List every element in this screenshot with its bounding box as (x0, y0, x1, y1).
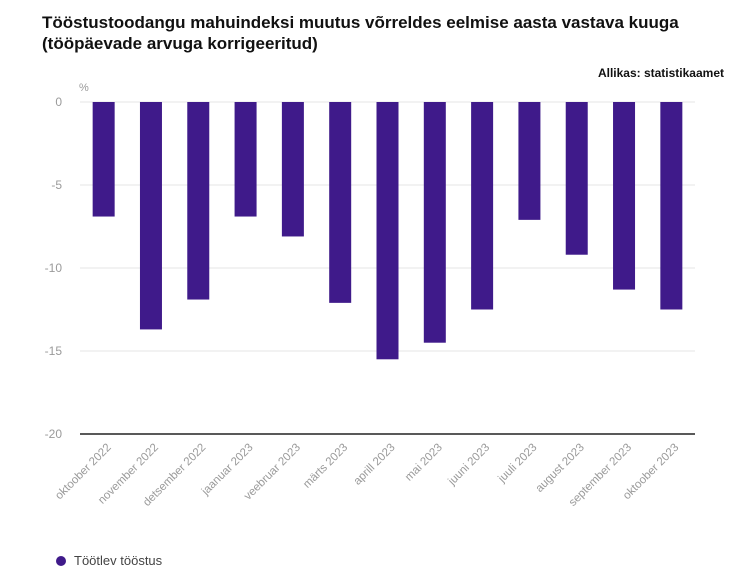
x-tick-label: märts 2023 (301, 442, 350, 491)
x-tick-label: juuni 2023 (446, 442, 493, 489)
bar (423, 102, 446, 343)
bar (471, 102, 494, 310)
chart-title: Tööstustoodangu mahuindeksi muutus võrre… (42, 13, 679, 53)
bar (139, 102, 162, 330)
legend: Töötlev tööstus (56, 553, 162, 568)
legend-label: Töötlev tööstus (74, 553, 163, 568)
x-tick-label: juuli 2023 (496, 442, 540, 486)
legend-swatch (56, 555, 66, 566)
bar (660, 102, 683, 310)
bar (92, 102, 115, 217)
bar (281, 102, 304, 237)
x-tick-label: aprill 2023 (352, 442, 398, 488)
y-tick-label: 0 (55, 95, 62, 109)
y-tick-label: -5 (51, 178, 62, 192)
x-tick-label: mai 2023 (403, 442, 445, 484)
bar (376, 102, 399, 360)
y-axis: 0 -5 -10 -15 -20 (45, 95, 63, 441)
y-tick-label: -10 (45, 261, 63, 275)
y-tick-label: -20 (45, 427, 63, 441)
y-tick-label: -15 (45, 344, 63, 358)
bar (187, 102, 210, 300)
bar (329, 102, 352, 303)
bar (613, 102, 636, 290)
bar (565, 102, 588, 255)
bar (234, 102, 257, 217)
bar (518, 102, 541, 220)
bars-layer (92, 102, 683, 360)
y-unit-label: % (79, 82, 89, 94)
x-tick-label: august 2023 (534, 442, 587, 495)
source-label: Allikas: statistikaamet (597, 66, 724, 80)
